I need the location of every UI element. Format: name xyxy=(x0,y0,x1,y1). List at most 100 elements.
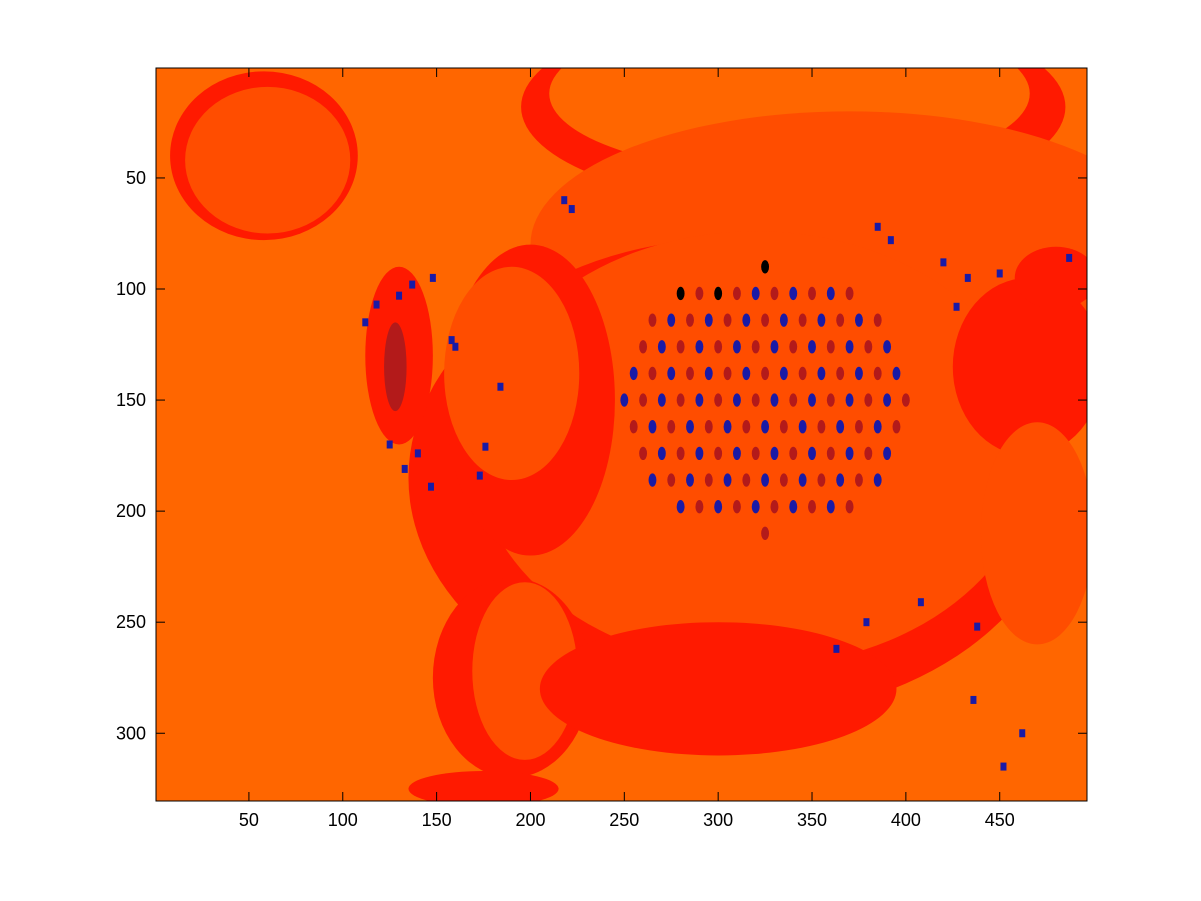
heatmap-spot-91 xyxy=(770,446,779,461)
y-tick-label-250: 250 xyxy=(116,612,146,632)
heatmap-spot-63 xyxy=(808,393,816,407)
heatmap-mark-28 xyxy=(373,300,380,309)
heatmap-region-1 xyxy=(185,86,351,234)
heatmap-mark-10 xyxy=(568,205,575,214)
heatmap-spot-83 xyxy=(892,420,901,434)
x-tick-label-300: 300 xyxy=(703,810,733,830)
heatmap-region-17 xyxy=(408,771,559,801)
y-tick-label-150: 150 xyxy=(116,390,146,410)
heatmap-spot-56 xyxy=(676,393,685,407)
heatmap-spot-86 xyxy=(676,446,685,461)
heatmap-region-14 xyxy=(1014,246,1087,309)
heatmap-spot-109 xyxy=(855,473,863,487)
heatmap-spot-92 xyxy=(789,446,798,461)
heatmap-mark-5 xyxy=(386,440,393,449)
heatmap-spot-3 xyxy=(714,286,723,301)
heatmap-spot-59 xyxy=(732,393,741,407)
heatmap-mark-26 xyxy=(409,280,416,289)
heatmap-mark-12 xyxy=(887,236,894,245)
heatmap-mark-3 xyxy=(482,442,489,451)
heatmap-mark-9 xyxy=(561,196,568,205)
heatmap-spot-49 xyxy=(836,366,845,381)
heatmap-spot-90 xyxy=(751,446,760,461)
heatmap-spot-52 xyxy=(892,366,901,381)
heatmap-spot-40 xyxy=(667,366,676,381)
heatmap-spot-74 xyxy=(723,420,732,434)
x-tick-label-50: 50 xyxy=(239,810,259,830)
heatmap-spot-57 xyxy=(695,393,704,407)
heatmap-spot-58 xyxy=(714,393,723,407)
heatmap-mark-13 xyxy=(940,258,947,267)
heatmap-spot-60 xyxy=(751,393,760,407)
heatmap-spot-101 xyxy=(704,473,713,487)
heatmap-spot-26 xyxy=(676,340,685,354)
heatmap-spot-6 xyxy=(770,286,779,301)
heatmap-spot-65 xyxy=(845,393,854,407)
y-axis-tick-labels: 50 100 150 200 250 300 xyxy=(116,168,146,743)
heatmap-mark-20 xyxy=(1019,729,1026,738)
heatmap-spot-120 xyxy=(845,500,854,514)
heatmap-mark-17 xyxy=(953,302,960,311)
heatmap-spot-82 xyxy=(873,420,882,434)
x-tick-label-100: 100 xyxy=(328,810,358,830)
heatmap-spot-103 xyxy=(742,473,751,487)
heatmap-mark-23 xyxy=(970,695,977,704)
heatmap-spot-17 xyxy=(761,313,770,327)
heatmap-spot-100 xyxy=(686,473,694,487)
heatmap-spot-98 xyxy=(648,473,657,487)
heatmap-spot-78 xyxy=(798,420,807,434)
heatmap-spot-8 xyxy=(808,286,816,301)
heatmap-spot-89 xyxy=(732,446,741,461)
heatmap-spot-121 xyxy=(761,526,770,541)
heatmap-spot-47 xyxy=(798,366,807,381)
heatmap-spot-111 xyxy=(676,500,685,514)
heatmap-mark-0 xyxy=(448,336,455,345)
heatmap-spot-34 xyxy=(826,340,835,354)
heatmap-region-8 xyxy=(444,266,580,481)
heatmap-spot-7 xyxy=(789,286,798,301)
heatmap-spot-107 xyxy=(817,473,826,487)
heatmap-spot-68 xyxy=(901,393,910,407)
heatmap-spot-62 xyxy=(789,393,798,407)
heatmap-spot-32 xyxy=(789,340,798,354)
heatmap-region-13 xyxy=(980,422,1087,645)
heatmap-mark-18 xyxy=(833,644,840,653)
heatmap-spot-55 xyxy=(657,393,666,407)
heatmap-mark-14 xyxy=(964,273,971,282)
heatmap-spot-77 xyxy=(779,420,788,434)
heatmap-mark-16 xyxy=(1066,253,1073,262)
heatmap-spot-99 xyxy=(667,473,676,487)
heatmap-mark-29 xyxy=(362,318,369,327)
heatmap-spot-87 xyxy=(695,446,704,461)
heatmap-mark-21 xyxy=(974,622,981,631)
heatmap-mark-19 xyxy=(863,618,870,627)
heatmap-spot-1 xyxy=(676,286,685,301)
heatmap-spot-102 xyxy=(723,473,732,487)
heatmap-spot-112 xyxy=(695,500,704,514)
heatmap-spot-105 xyxy=(779,473,788,487)
heatmap-region-10 xyxy=(472,582,578,760)
heatmap-spot-54 xyxy=(639,393,648,407)
heatmap-spot-80 xyxy=(836,420,845,434)
heatmap-spot-97 xyxy=(883,446,892,461)
heatmap-spot-19 xyxy=(798,313,807,327)
heatmap-spot-67 xyxy=(883,393,892,407)
heatmap-spot-66 xyxy=(864,393,873,407)
heatmap-spot-28 xyxy=(714,340,723,354)
heatmap-spot-21 xyxy=(836,313,845,327)
heatmap-mark-6 xyxy=(401,464,408,473)
heatmap-image xyxy=(156,68,1087,801)
heatmap-spot-84 xyxy=(639,446,648,461)
heatmap-spot-31 xyxy=(770,340,779,354)
heatmap-spot-20 xyxy=(817,313,826,327)
heatmap-spot-36 xyxy=(864,340,873,354)
y-tick-label-50: 50 xyxy=(126,168,146,188)
heatmap-mark-22 xyxy=(917,598,924,607)
heatmap-spot-72 xyxy=(686,420,694,434)
heatmap-spot-13 xyxy=(686,313,694,327)
x-tick-label-350: 350 xyxy=(797,810,827,830)
heatmap-spot-45 xyxy=(761,366,770,381)
heatmap-spot-50 xyxy=(855,366,863,381)
heatmap-spot-116 xyxy=(770,500,779,514)
